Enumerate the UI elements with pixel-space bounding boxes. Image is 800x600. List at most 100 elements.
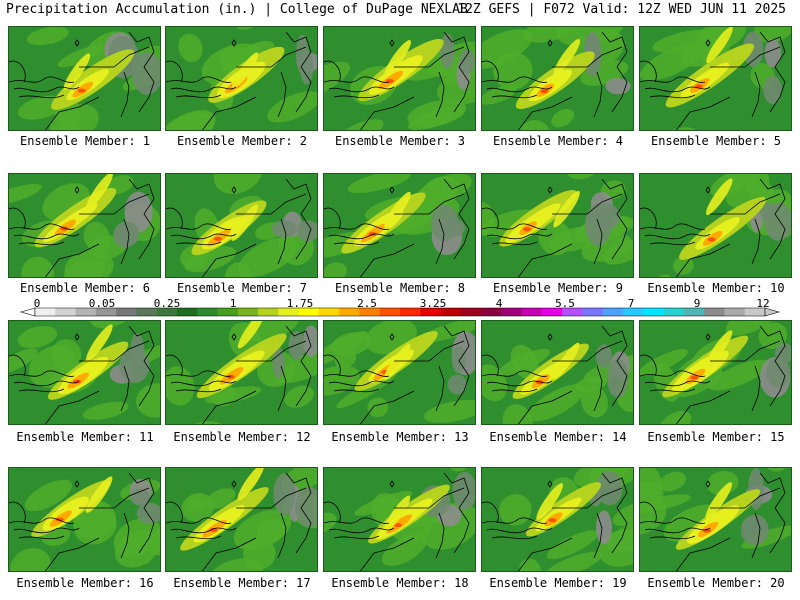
- colorbar-tick-label: 4: [495, 297, 503, 310]
- colorbar-tick-label: 0.05: [88, 297, 116, 310]
- ensemble-member-label: Ensemble Member: 11: [16, 430, 154, 444]
- precip-field: [166, 27, 317, 130]
- precip-field: [324, 468, 475, 571]
- colorbar-swatch: [237, 308, 259, 316]
- colorbar-swatch: [541, 308, 563, 316]
- colorbar-swatch: [176, 308, 198, 316]
- colorbar-swatch: [400, 308, 421, 316]
- precip-field: [640, 174, 791, 277]
- precip-field: [640, 27, 791, 130]
- ensemble-member-map: [8, 320, 161, 425]
- ensemble-member-label: Ensemble Member: 15: [647, 430, 785, 444]
- colorbar-swatch: [156, 308, 178, 316]
- ensemble-member-label: Ensemble Member: 10: [647, 281, 785, 295]
- precip-field: [640, 321, 791, 424]
- ensemble-member-label: Ensemble Member: 14: [489, 430, 627, 444]
- colorbar-swatch: [582, 308, 604, 316]
- colorbar-tick-label: 7: [627, 297, 635, 310]
- ensemble-member-map: [165, 320, 318, 425]
- ensemble-member-label: Ensemble Member: 19: [489, 576, 627, 590]
- precip-field: [166, 174, 317, 277]
- ensemble-member-label: Ensemble Member: 12: [173, 430, 311, 444]
- ensemble-member-map: [323, 26, 476, 131]
- precip-field: [9, 321, 160, 424]
- precip-colorbar: [19, 307, 781, 317]
- colorbar-swatch: [724, 308, 746, 316]
- ensemble-member-map: [481, 467, 634, 572]
- ensemble-member-map: [481, 320, 634, 425]
- colorbar-swatch: [258, 308, 279, 316]
- colorbar-swatch: [75, 308, 97, 316]
- ensemble-member-map: [481, 173, 634, 278]
- ensemble-member-label: Ensemble Member: 6: [19, 281, 151, 295]
- ensemble-member-map: [8, 173, 161, 278]
- ensemble-member-label: Ensemble Member: 2: [176, 134, 308, 148]
- ensemble-member-map: [8, 26, 161, 131]
- precip-field: [482, 325, 633, 424]
- precip-field: [482, 27, 631, 130]
- page-title: Precipitation Accumulation (in.) | Colle…: [6, 2, 468, 17]
- colorbar-swatch: [744, 308, 766, 316]
- colorbar-tick-label: 5.5: [555, 297, 575, 310]
- ensemble-member-label: Ensemble Member: 1: [19, 134, 151, 148]
- ensemble-member-label: Ensemble Member: 18: [331, 576, 469, 590]
- colorbar-swatch: [359, 308, 381, 316]
- colorbar-swatch: [481, 308, 502, 316]
- precip-field: [9, 27, 160, 130]
- ensemble-member-label: Ensemble Member: 4: [492, 134, 624, 148]
- colorbar-swatch: [197, 308, 218, 316]
- colorbar-tick-label: 12: [756, 297, 770, 310]
- colorbar-tick-label: 9: [693, 297, 701, 310]
- colorbar-swatch: [643, 308, 664, 316]
- model-run-info: 12Z GEFS | F072 Valid: 12Z WED JUN 11 20…: [457, 2, 786, 17]
- colorbar-tick-label: 3.25: [419, 297, 447, 310]
- ensemble-member-map: [639, 467, 792, 572]
- ensemble-member-map: [639, 173, 792, 278]
- precip-field: [324, 321, 475, 424]
- ensemble-member-label: Ensemble Member: 7: [176, 281, 308, 295]
- colorbar-swatch: [602, 308, 624, 316]
- colorbar-swatch: [440, 308, 462, 316]
- precip-field: [9, 472, 160, 571]
- ensemble-member-label: Ensemble Member: 13: [331, 430, 469, 444]
- colorbar-tick-label: 0.25: [153, 297, 181, 310]
- colorbar-swatch: [318, 308, 340, 316]
- colorbar-swatch: [298, 308, 320, 316]
- colorbar-swatch: [460, 308, 482, 316]
- ensemble-member-label: Ensemble Member: 3: [334, 134, 466, 148]
- ensemble-member-map: [639, 320, 792, 425]
- colorbar-swatch: [278, 308, 299, 316]
- ensemble-member-label: Ensemble Member: 8: [334, 281, 466, 295]
- precip-field: [9, 174, 160, 277]
- colorbar-swatch: [683, 308, 705, 316]
- colorbar-swatch: [562, 308, 583, 316]
- ensemble-member-label: Ensemble Member: 5: [650, 134, 782, 148]
- colorbar-tick-label: 1: [229, 297, 237, 310]
- ensemble-member-map: [323, 467, 476, 572]
- colorbar-swatch: [55, 308, 76, 316]
- colorbar-swatch: [501, 308, 522, 316]
- precip-field: [166, 321, 317, 424]
- ensemble-member-label: Ensemble Member: 9: [492, 281, 624, 295]
- colorbar-swatch: [420, 308, 441, 316]
- colorbar-tick-label: 1.75: [286, 297, 314, 310]
- colorbar-tick-label: 2.5: [357, 297, 377, 310]
- colorbar-swatch: [339, 308, 360, 316]
- colorbar-swatch: [521, 308, 543, 316]
- precip-field: [324, 31, 475, 130]
- ensemble-member-map: [481, 26, 634, 131]
- ensemble-member-map: [323, 320, 476, 425]
- colorbar-swatch: [663, 308, 685, 316]
- colorbar-swatch: [623, 308, 644, 316]
- colorbar-swatch: [217, 308, 239, 316]
- colorbar-swatch: [704, 308, 725, 316]
- precip-field: [482, 174, 633, 277]
- ensemble-member-map: [165, 26, 318, 131]
- ensemble-member-map: [639, 26, 792, 131]
- colorbar-swatch: [95, 308, 117, 316]
- colorbar-tick-label: 0: [33, 297, 41, 310]
- ensemble-member-map: [165, 173, 318, 278]
- ensemble-member-map: [8, 467, 161, 572]
- precip-field: [166, 468, 317, 571]
- precip-field: [482, 468, 633, 571]
